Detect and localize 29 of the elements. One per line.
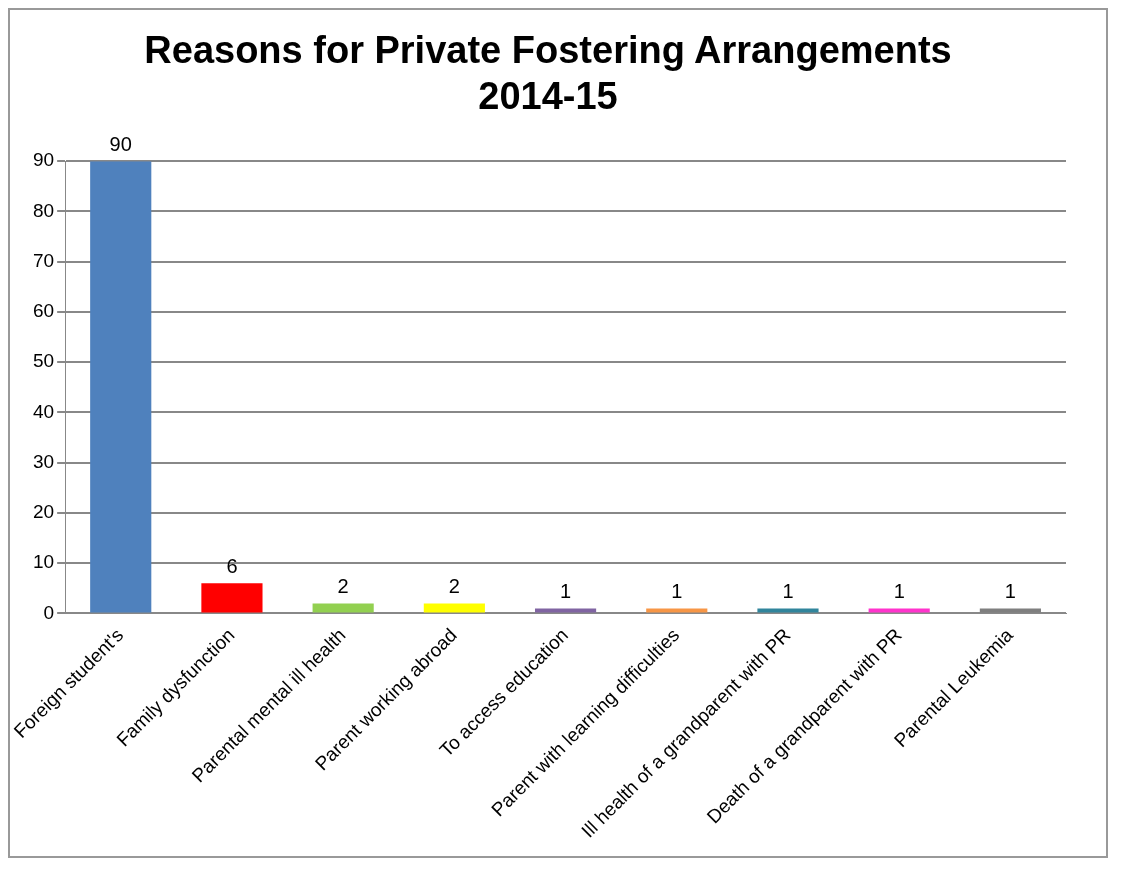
data-label: 2	[337, 574, 349, 597]
bar	[423, 603, 485, 613]
bar	[201, 583, 263, 613]
data-label: 1	[560, 579, 572, 602]
data-label: 1	[671, 579, 683, 602]
y-tick-label: 10	[32, 551, 55, 573]
y-tick-label: 50	[32, 350, 55, 372]
bar	[312, 603, 374, 613]
data-label: 6	[226, 554, 238, 577]
y-tick-label: 40	[32, 400, 55, 422]
text: 2014-15	[478, 74, 618, 117]
y-tick-label: 90	[32, 149, 55, 171]
y-tick-label: 30	[32, 450, 55, 472]
text: Reasons for Private Fostering Arrangements	[144, 29, 952, 72]
bar	[757, 608, 819, 613]
y-tick-label: 80	[32, 199, 55, 221]
data-label: 1	[1004, 579, 1016, 602]
data-label: 1	[782, 579, 794, 602]
bar	[90, 161, 152, 613]
bar	[534, 608, 597, 613]
y-tick-label: 0	[43, 601, 55, 623]
y-tick-label: 70	[32, 249, 55, 271]
data-label: 90	[109, 132, 132, 155]
y-tick-label: 60	[32, 300, 55, 322]
data-label: 1	[893, 579, 905, 602]
bar	[868, 608, 930, 613]
y-tick-label: 20	[32, 501, 55, 523]
bar	[646, 608, 708, 613]
data-label: 2	[448, 574, 460, 597]
